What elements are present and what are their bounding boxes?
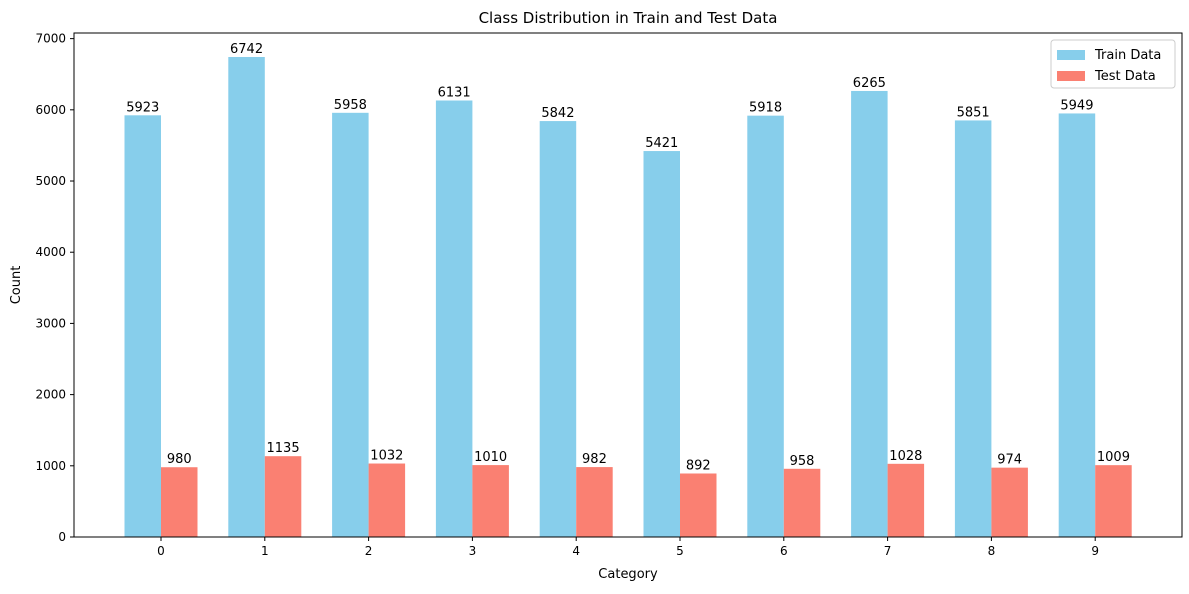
train-value-label-0: 5923 (126, 100, 159, 115)
y-tick-label: 6000 (35, 103, 66, 117)
y-tick-label: 4000 (35, 245, 66, 259)
x-axis: 0 1 2 3 4 5 6 7 8 9 (157, 537, 1099, 558)
train-value-label-6: 5918 (749, 101, 782, 116)
test-value-label-5: 892 (686, 458, 711, 473)
train-bar-5 (643, 151, 680, 537)
train-value-label-4: 5842 (541, 106, 574, 121)
train-bar-4 (539, 121, 577, 537)
y-tick-label: 3000 (35, 316, 66, 330)
test-bar-5 (680, 473, 717, 537)
test-value-label-2: 1032 (370, 449, 403, 464)
train-value-label-1: 6742 (230, 42, 263, 57)
test-bar-3 (472, 465, 509, 537)
y-tick-label: 0 (58, 530, 66, 544)
train-value-label-8: 5851 (957, 105, 990, 120)
x-tick-label: 1 (261, 544, 269, 558)
x-tick-label: 2 (365, 544, 373, 558)
test-value-label-6: 958 (790, 454, 815, 469)
x-tick-label: 8 (988, 544, 996, 558)
legend-swatch-test (1057, 71, 1085, 81)
train-value-label-2: 5958 (334, 98, 367, 113)
x-tick-label: 0 (157, 544, 165, 558)
train-bar-0 (124, 115, 161, 537)
test-bar-2 (368, 463, 406, 537)
test-value-label-0: 980 (167, 452, 192, 467)
test-bar-0 (161, 467, 198, 537)
test-value-label-1: 1135 (267, 441, 300, 456)
train-bar-2 (332, 112, 369, 537)
train-bar-9 (1058, 113, 1096, 538)
y-tick-label: 2000 (35, 388, 66, 402)
test-value-label-4: 982 (582, 452, 607, 467)
train-value-label-9: 5949 (1060, 98, 1093, 113)
y-tick-label: 7000 (35, 32, 66, 46)
train-value-label-3: 6131 (438, 85, 471, 100)
x-tick-label: 4 (572, 544, 580, 558)
train-value-label-5: 5421 (645, 136, 678, 151)
x-axis-label: Category (598, 567, 658, 582)
test-bar-9 (1095, 465, 1132, 537)
x-tick-label: 5 (676, 544, 684, 558)
legend-label-train: Train Data (1094, 48, 1161, 63)
legend-swatch-train (1057, 50, 1085, 60)
test-bar-4 (576, 467, 613, 537)
plot-area-frame (73, 32, 1183, 538)
y-axis-label: Count (9, 266, 24, 305)
test-value-label-3: 1010 (474, 450, 507, 465)
test-bar-8 (991, 467, 1028, 537)
test-bar-1 (264, 456, 302, 537)
test-bar-7 (887, 463, 925, 537)
train-bar-8 (954, 120, 992, 538)
x-tick-label: 7 (884, 544, 892, 558)
test-bar-6 (783, 468, 821, 537)
data-labels-layer: 5923 6742 5958 6131 5842 5421 5918 6265 5851 5949… (126, 42, 1130, 473)
chart-title: Class Distribution in Train and Test Dat… (479, 9, 778, 27)
train-bar-1 (228, 56, 265, 537)
y-tick-label: 5000 (35, 174, 66, 188)
y-tick-label: 1000 (35, 459, 66, 473)
test-value-label-8: 974 (997, 453, 1022, 468)
legend-label-test: Test Data (1094, 69, 1156, 84)
test-value-label-7: 1028 (889, 449, 922, 464)
y-axis: 0 1000 2000 3000 4000 5000 6000 7000 (35, 32, 74, 544)
x-tick-label: 9 (1091, 544, 1099, 558)
test-value-label-9: 1009 (1097, 450, 1130, 465)
train-bar-7 (851, 90, 888, 537)
train-value-label-7: 6265 (853, 76, 886, 91)
x-tick-label: 3 (469, 544, 477, 558)
x-tick-label: 6 (780, 544, 788, 558)
bars-layer (124, 56, 1132, 538)
train-bar-3 (435, 100, 473, 538)
legend: Train Data Test Data (1050, 39, 1176, 89)
train-bar-6 (747, 115, 784, 538)
